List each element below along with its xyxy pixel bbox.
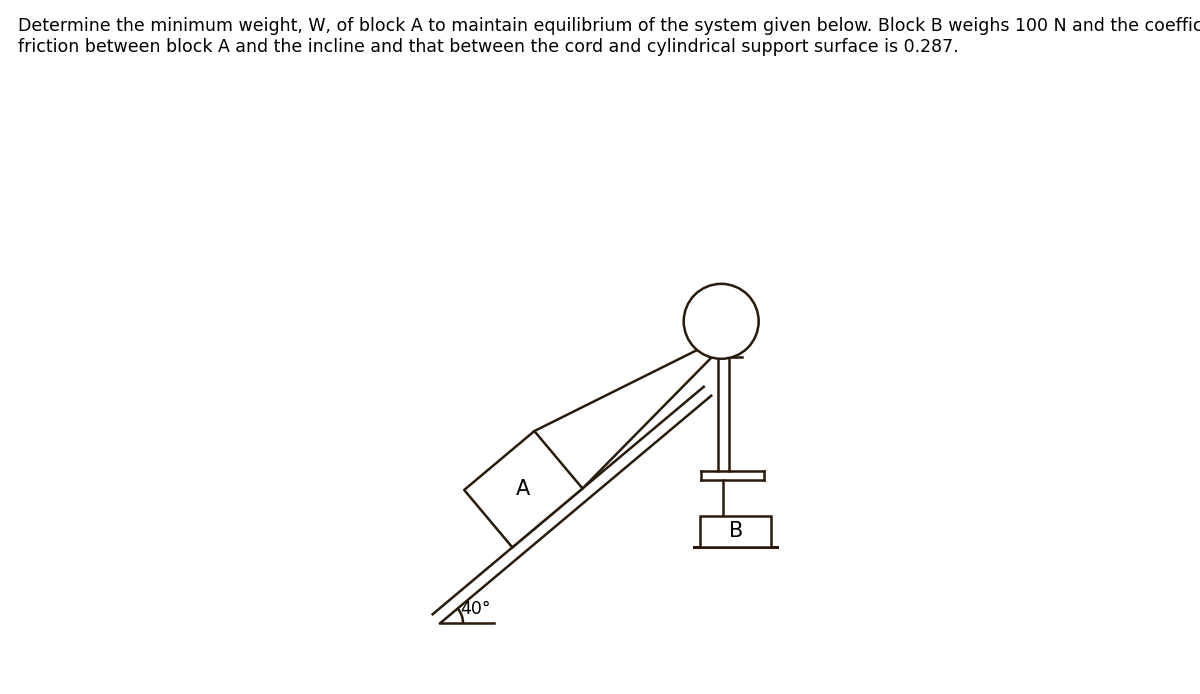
- Polygon shape: [464, 431, 582, 548]
- Text: A: A: [516, 480, 530, 499]
- Circle shape: [684, 284, 758, 359]
- Bar: [701, 516, 772, 547]
- Text: B: B: [728, 521, 743, 541]
- Text: Determine the minimum weight, W, of block A to maintain equilibrium of the syste: Determine the minimum weight, W, of bloc…: [18, 17, 1200, 56]
- Text: 40°: 40°: [461, 600, 491, 618]
